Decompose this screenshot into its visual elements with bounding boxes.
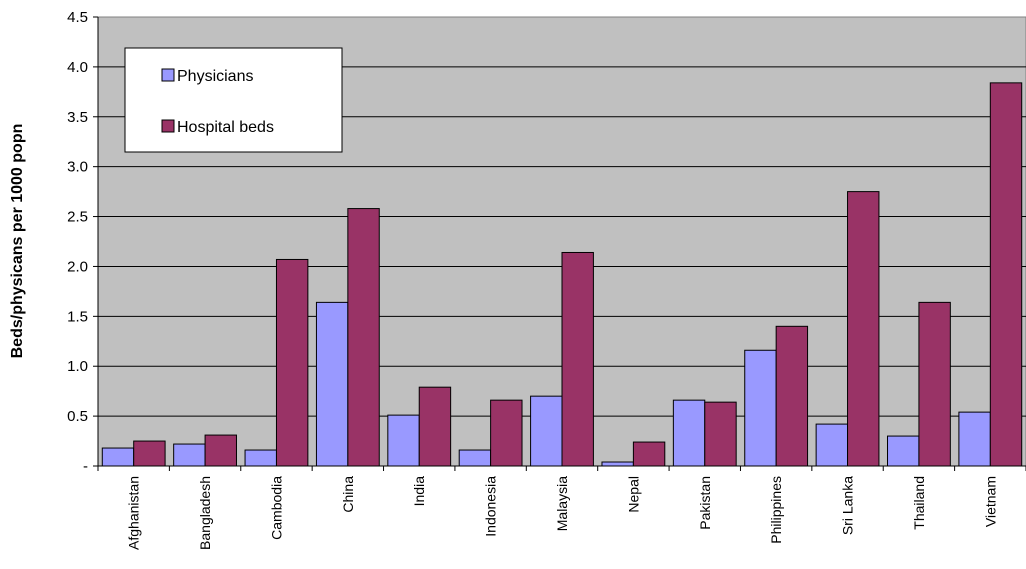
bar-hospital-beds-indonesia [490, 399, 523, 467]
legend-label-hospital-beds: Hospital beds [177, 119, 274, 136]
x-tick-label: Thailand [911, 476, 927, 530]
y-tick-label: 1.0 [67, 358, 88, 375]
y-tick-label: 2.5 [67, 209, 88, 226]
bar-hospital-beds-thailand [918, 301, 951, 467]
x-tick-label: Indonesia [483, 476, 499, 537]
bar-hospital-beds-nepal [632, 441, 666, 467]
bar-hospital-beds-cambodia [275, 258, 309, 467]
legend-box [124, 47, 343, 153]
legend-swatch-physicians [161, 68, 175, 82]
x-tick-label: India [411, 476, 427, 507]
y-axis-ticks: - 0.5 1.0 1.5 2.0 2.5 3.0 3.5 4.0 4.5 [67, 9, 98, 475]
y-tick-label: 2.0 [67, 258, 88, 275]
bar-hospital-beds-philippines [775, 325, 809, 467]
y-tick-label: 0.5 [67, 408, 88, 425]
x-tick-label: Afghanistan [126, 476, 142, 550]
bar-hospital-beds-india [418, 386, 452, 467]
bar-physicians-malaysia [530, 395, 563, 467]
bar-hospital-beds-bangladesh [204, 434, 237, 467]
bar-physicians-india [387, 414, 420, 467]
y-tick-label: 1.5 [67, 308, 88, 325]
bar-hospital-beds-malaysia [561, 251, 594, 467]
y-tick-label: 3.0 [67, 159, 88, 176]
bar-physicians-vietnam [958, 411, 991, 467]
y-axis-title: Beds/physicans per 1000 popn [9, 124, 26, 359]
x-tick-label: Malaysia [554, 476, 570, 531]
x-tick-label: Nepal [625, 476, 641, 513]
y-tick-label: 4.0 [67, 59, 88, 76]
bar-physicians-thailand [887, 435, 920, 467]
bar-physicians-sri-lanka [815, 423, 849, 467]
bar-hospital-beds-pakistan [704, 401, 737, 467]
bar-physicians-bangladesh [173, 443, 206, 467]
bar-physicians-pakistan [672, 399, 706, 467]
x-tick-label: Pakistan [697, 476, 713, 530]
y-tick-label: - [83, 458, 88, 475]
bar-physicians-afghanistan [101, 447, 135, 467]
bar-physicians-philippines [744, 349, 777, 467]
x-axis-labels: Afghanistan Bangladesh Cambodia China India I… [97, 466, 1026, 550]
bar-physicians-indonesia [458, 449, 492, 467]
bar-hospital-beds-afghanistan [133, 440, 166, 467]
bar-hospital-beds-china [347, 208, 380, 467]
bar-hospital-beds-vietnam [989, 82, 1023, 467]
y-tick-label: 4.5 [67, 9, 88, 26]
legend-swatch-hospital-beds [161, 119, 175, 133]
y-tick-label: 3.5 [67, 109, 88, 126]
bar-physicians-nepal [601, 461, 634, 467]
legend-label-physicians: Physicians [177, 68, 253, 85]
bar-hospital-beds-sri-lanka [847, 191, 880, 467]
x-tick-label: Philippines [768, 476, 784, 544]
x-tick-label: Sri Lanka [840, 476, 856, 535]
legend: Physicians Hospital beds [124, 47, 343, 153]
x-tick-label: Bangladesh [197, 476, 213, 550]
bar-physicians-cambodia [244, 449, 277, 467]
axes [97, 17, 1026, 467]
x-tick-label: Cambodia [268, 476, 284, 540]
bar-physicians-china [315, 301, 349, 467]
bar-series [101, 82, 1023, 467]
x-tick-label: China [340, 476, 356, 513]
x-tick-label: Vietnam [982, 476, 998, 527]
